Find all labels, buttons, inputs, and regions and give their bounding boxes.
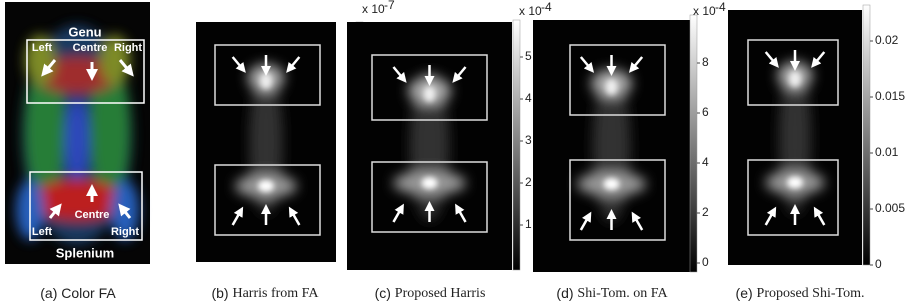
colorbar-exponent: -4 xyxy=(715,0,726,14)
colorbar-tick-label: 5 xyxy=(525,49,532,63)
glow xyxy=(424,86,436,102)
glow xyxy=(789,71,801,87)
colorbar-tick-label: 3 xyxy=(525,133,532,147)
colorbar-tick-label: 0 xyxy=(702,255,709,269)
colorbar-tick-label: 0.005 xyxy=(875,201,905,215)
caption-label: (a) xyxy=(40,285,57,301)
caption: (e) Proposed Shi-Tom. xyxy=(736,285,865,302)
caption-text: Proposed Harris xyxy=(395,286,486,301)
caption-label: (e) xyxy=(736,285,753,301)
annotation: Genu xyxy=(68,24,101,39)
colorbar-tick-label: 1 xyxy=(525,217,532,231)
colorbar-tick-label: 0 xyxy=(875,257,882,271)
colorbar-tick-label: 0.015 xyxy=(875,89,905,103)
gray-image xyxy=(533,20,690,272)
colorbar-multiplier: x 10 xyxy=(362,2,385,16)
caption: (b) Harris from FA xyxy=(211,285,319,302)
gray-image xyxy=(347,22,512,270)
glow xyxy=(787,177,803,189)
colorbar-tick-label: 0.02 xyxy=(875,33,899,47)
colorbar-tick-label: 0.01 xyxy=(875,145,899,159)
annotation: Left xyxy=(32,226,53,238)
caption-text: Shi-Tom. on FA xyxy=(577,286,668,301)
glow xyxy=(260,73,272,89)
figure: Genu Left Centre Right Centre Left Right… xyxy=(0,0,918,307)
colorbar-exponent: -7 xyxy=(384,0,395,12)
colorbar xyxy=(690,15,697,272)
colorbar xyxy=(863,5,870,265)
colorbar-tick-label: 8 xyxy=(702,55,709,69)
colorbar-multiplier: x 10 xyxy=(519,4,542,18)
caption: (a) Color FA xyxy=(40,285,116,301)
annotation: Centre xyxy=(75,209,110,221)
gray-image xyxy=(196,22,336,262)
caption-label: (b) xyxy=(211,285,228,301)
caption-text: Proposed Shi-Tom. xyxy=(757,286,865,301)
caption: (d) Shi-Tom. on FA xyxy=(556,285,668,302)
annotation: Left xyxy=(32,42,53,54)
caption-text: Harris from FA xyxy=(232,286,319,301)
caption: (c) Proposed Harris xyxy=(375,285,486,302)
glow xyxy=(422,177,438,189)
annotation: Centre xyxy=(73,42,108,54)
caption-text: Color FA xyxy=(61,285,116,301)
colorbar-tick-label: 4 xyxy=(525,91,532,105)
colorbar-exponent: -4 xyxy=(541,0,552,14)
glow xyxy=(258,180,274,192)
annotation: Splenium xyxy=(56,245,115,260)
colorbar-tick-label: 2 xyxy=(525,175,532,189)
colorbar-tick-label: 2 xyxy=(702,205,709,219)
annotation: Right xyxy=(114,42,142,54)
colorbar-multiplier: x 10 xyxy=(693,4,716,18)
colorbar-tick-label: 4 xyxy=(702,155,709,169)
colorbar xyxy=(513,20,520,270)
glow xyxy=(604,178,620,190)
gray-image xyxy=(728,10,862,265)
colorbar-tick-label: 6 xyxy=(702,105,709,119)
caption-label: (d) xyxy=(556,285,573,301)
annotation: Right xyxy=(111,226,139,238)
glow xyxy=(606,79,618,95)
caption-label: (c) xyxy=(375,285,391,301)
